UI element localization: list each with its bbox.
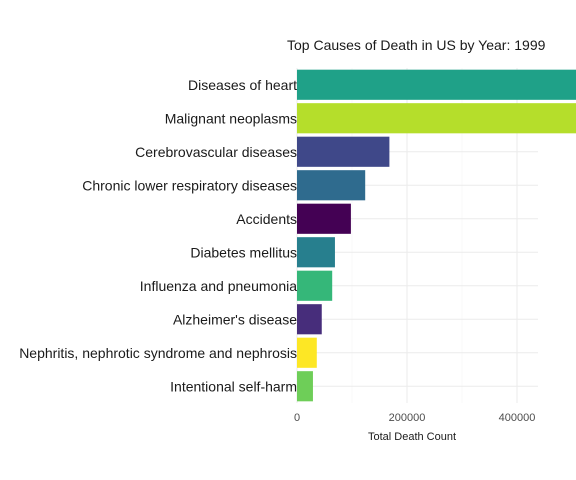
x-tick-label: 200000 bbox=[389, 412, 426, 424]
x-tick-labels: 0200000400000600000 bbox=[294, 412, 536, 424]
bar bbox=[297, 69, 576, 100]
category-label: Alzheimer's disease bbox=[173, 311, 297, 327]
bars bbox=[297, 69, 576, 402]
category-label: Cerebrovascular diseases bbox=[135, 144, 297, 160]
bar bbox=[297, 203, 351, 234]
bar bbox=[297, 304, 322, 335]
bar bbox=[297, 270, 333, 301]
category-label: Diabetes mellitus bbox=[190, 244, 297, 260]
category-label: Influenza and pneumonia bbox=[140, 278, 297, 294]
x-tick-label: 0 bbox=[294, 412, 300, 424]
category-label: Diseases of heart bbox=[188, 77, 297, 93]
category-label: Intentional self-harm bbox=[170, 378, 297, 394]
category-labels: Diseases of heart Malignant neoplasms Cere… bbox=[19, 77, 297, 395]
x-axis-title: Total Death Count bbox=[368, 431, 456, 443]
bar bbox=[297, 170, 366, 201]
bar bbox=[297, 237, 335, 268]
category-label: Chronic lower respiratory diseases bbox=[82, 177, 297, 193]
bar bbox=[297, 337, 317, 368]
category-label: Malignant neoplasms bbox=[165, 110, 297, 126]
chart-title: Top Causes of Death in US by Year: 1999 bbox=[287, 37, 546, 53]
x-tick-label: 400000 bbox=[499, 412, 536, 424]
bar bbox=[297, 371, 313, 402]
category-label: Nephritis, nephrotic syndrome and nephro… bbox=[19, 345, 297, 361]
bar bbox=[297, 103, 576, 134]
category-label: Accidents bbox=[236, 211, 297, 227]
bar bbox=[297, 136, 390, 167]
